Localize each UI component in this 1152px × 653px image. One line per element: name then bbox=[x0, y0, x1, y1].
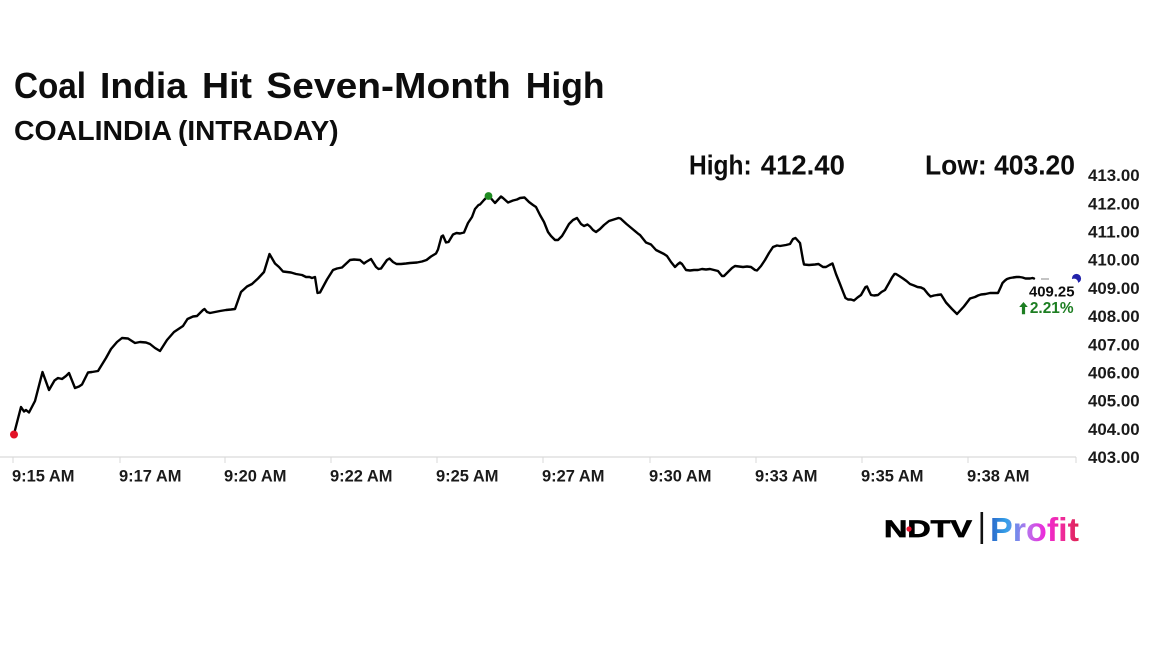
svg-text:412.40: 412.40 bbox=[761, 150, 845, 181]
svg-text:9:27 AM: 9:27 AM bbox=[542, 468, 605, 486]
svg-text:412.00: 412.00 bbox=[1088, 194, 1140, 213]
svg-text:NDTV: NDTV bbox=[884, 516, 972, 543]
svg-text:410.00: 410.00 bbox=[1088, 251, 1140, 270]
svg-text:9:33 AM: 9:33 AM bbox=[755, 468, 818, 486]
svg-text:Hit: Hit bbox=[202, 65, 252, 106]
svg-text:405.00: 405.00 bbox=[1088, 392, 1140, 411]
svg-text:High: High bbox=[526, 65, 605, 106]
svg-text:2.21%: 2.21% bbox=[1030, 300, 1074, 317]
svg-text:403.00: 403.00 bbox=[1088, 448, 1140, 467]
svg-text:Seven-Month: Seven-Month bbox=[266, 65, 511, 106]
svg-text:406.00: 406.00 bbox=[1088, 364, 1140, 383]
svg-text:407.00: 407.00 bbox=[1088, 335, 1140, 354]
svg-text:408.00: 408.00 bbox=[1088, 307, 1140, 326]
svg-text:9:15 AM: 9:15 AM bbox=[12, 468, 75, 486]
svg-text:413.00: 413.00 bbox=[1088, 166, 1140, 185]
svg-text:High:: High: bbox=[689, 150, 752, 181]
svg-text:404.00: 404.00 bbox=[1088, 420, 1140, 439]
svg-text:(INTRADAY): (INTRADAY) bbox=[178, 114, 339, 146]
svg-text:9:17 AM: 9:17 AM bbox=[119, 468, 182, 486]
svg-text:Profit: Profit bbox=[990, 511, 1079, 548]
svg-text:9:22 AM: 9:22 AM bbox=[330, 468, 393, 486]
svg-text:9:20 AM: 9:20 AM bbox=[224, 468, 287, 486]
svg-text:9:30 AM: 9:30 AM bbox=[649, 468, 712, 486]
svg-text:409.00: 409.00 bbox=[1088, 279, 1140, 298]
svg-text:409.25: 409.25 bbox=[1029, 284, 1075, 300]
svg-text:9:35 AM: 9:35 AM bbox=[861, 468, 924, 486]
svg-text:COALINDIA: COALINDIA bbox=[14, 114, 172, 146]
svg-text:9:38 AM: 9:38 AM bbox=[967, 468, 1030, 486]
svg-text:Coal: Coal bbox=[14, 65, 86, 106]
svg-text:411.00: 411.00 bbox=[1088, 223, 1140, 242]
svg-text:9:25 AM: 9:25 AM bbox=[436, 468, 499, 486]
svg-text:Low: 403.20: Low: 403.20 bbox=[925, 150, 1075, 181]
svg-text:India: India bbox=[100, 65, 188, 106]
